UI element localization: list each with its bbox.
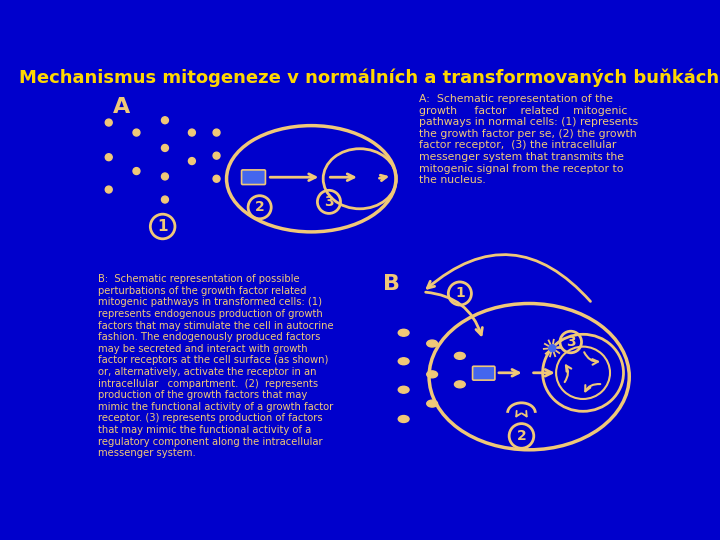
Text: 1: 1 bbox=[158, 219, 168, 234]
Text: 3: 3 bbox=[566, 335, 575, 349]
Ellipse shape bbox=[398, 358, 409, 365]
Ellipse shape bbox=[427, 400, 438, 407]
Circle shape bbox=[161, 145, 168, 151]
Text: B:  Schematic representation of possible
perturbations of the growth factor rela: B: Schematic representation of possible … bbox=[98, 274, 333, 458]
Circle shape bbox=[105, 154, 112, 161]
Text: A: A bbox=[113, 97, 130, 117]
Ellipse shape bbox=[454, 381, 465, 388]
Text: 1: 1 bbox=[455, 287, 464, 300]
Text: 2: 2 bbox=[516, 429, 526, 443]
Circle shape bbox=[189, 129, 195, 136]
Ellipse shape bbox=[427, 340, 438, 347]
Circle shape bbox=[105, 119, 112, 126]
Ellipse shape bbox=[427, 371, 438, 378]
Circle shape bbox=[189, 158, 195, 165]
Ellipse shape bbox=[398, 386, 409, 393]
Text: B: B bbox=[383, 274, 400, 294]
Circle shape bbox=[105, 186, 112, 193]
Circle shape bbox=[213, 129, 220, 136]
Circle shape bbox=[133, 129, 140, 136]
Text: 3: 3 bbox=[324, 195, 334, 209]
Circle shape bbox=[213, 176, 220, 182]
Ellipse shape bbox=[398, 416, 409, 422]
Circle shape bbox=[133, 167, 140, 174]
Circle shape bbox=[161, 173, 168, 180]
Text: A:  Schematic representation of the
growth     factor    related    mitogenic
pa: A: Schematic representation of the growt… bbox=[419, 94, 638, 185]
Text: 2: 2 bbox=[255, 200, 264, 214]
Circle shape bbox=[161, 196, 168, 203]
FancyBboxPatch shape bbox=[242, 170, 266, 185]
Circle shape bbox=[161, 117, 168, 124]
FancyBboxPatch shape bbox=[472, 366, 495, 380]
Circle shape bbox=[213, 152, 220, 159]
Text: Mechanismus mitogeneze v normálních a transformovaných buňkách: Mechanismus mitogeneze v normálních a tr… bbox=[19, 69, 719, 87]
Ellipse shape bbox=[454, 353, 465, 359]
Ellipse shape bbox=[398, 329, 409, 336]
Circle shape bbox=[549, 345, 556, 352]
